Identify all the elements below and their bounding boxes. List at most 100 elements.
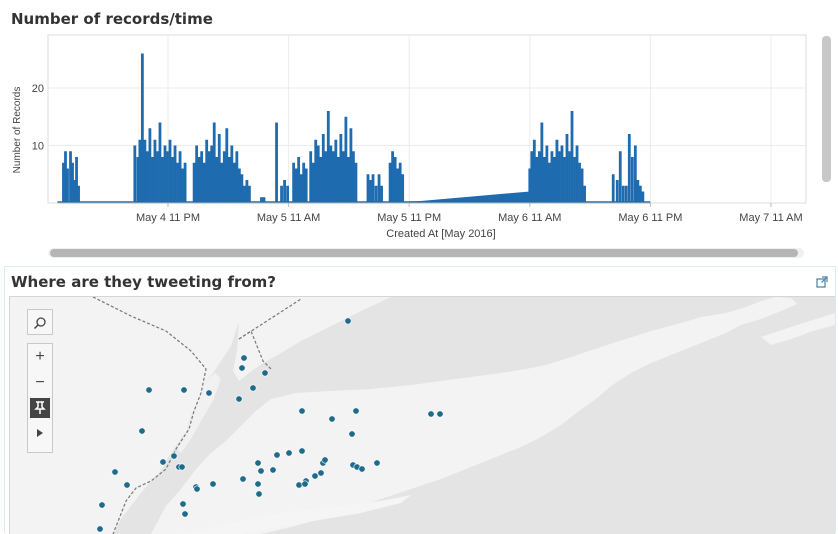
bar xyxy=(200,151,204,203)
bar xyxy=(286,185,289,203)
bar xyxy=(578,162,581,203)
map-location-dot[interactable] xyxy=(96,525,104,533)
map-location-dot[interactable] xyxy=(138,427,146,435)
map-location-dot[interactable] xyxy=(427,410,435,418)
map-location-dot[interactable] xyxy=(295,481,303,489)
map-location-dot[interactable] xyxy=(123,481,131,489)
map-location-dot[interactable] xyxy=(181,510,189,518)
map-location-dot[interactable] xyxy=(321,456,329,464)
zoom-out-icon[interactable]: − xyxy=(35,374,45,391)
map-location-dot[interactable] xyxy=(240,354,248,362)
pin-icon[interactable] xyxy=(30,398,50,418)
bar xyxy=(77,185,80,203)
bar xyxy=(560,145,564,203)
map-location-dot[interactable] xyxy=(238,364,246,372)
map-location-dot[interactable] xyxy=(254,480,262,488)
map-location-dot[interactable] xyxy=(180,386,188,394)
map-location-dot[interactable] xyxy=(311,472,319,480)
bar xyxy=(260,197,263,203)
vertical-scrollbar[interactable] xyxy=(822,36,831,182)
map-location-dot[interactable] xyxy=(170,452,178,460)
bar xyxy=(163,145,167,203)
y-tick-label: 10 xyxy=(32,141,44,153)
map-section xyxy=(4,266,836,533)
bar xyxy=(314,139,318,203)
map-location-dot[interactable] xyxy=(145,386,153,394)
bar xyxy=(550,151,554,203)
bar xyxy=(153,139,157,203)
bar xyxy=(352,151,355,203)
search-icon[interactable] xyxy=(28,310,52,336)
bar xyxy=(391,151,395,203)
play-icon[interactable] xyxy=(28,420,52,446)
bar xyxy=(575,145,579,203)
map-location-dot[interactable] xyxy=(436,410,444,418)
bar xyxy=(633,145,637,203)
bar xyxy=(321,134,325,203)
map-location-dot[interactable] xyxy=(261,369,269,377)
map-location-dot[interactable] xyxy=(373,459,381,467)
map-location-dot[interactable] xyxy=(249,384,257,392)
map-location-dot[interactable] xyxy=(317,469,325,477)
map-location-dot[interactable] xyxy=(273,451,281,459)
map-search-control[interactable] xyxy=(27,309,53,335)
horizontal-scrollbar-thumb[interactable] xyxy=(50,249,798,257)
chart-title: Number of records/time xyxy=(11,10,213,28)
bar xyxy=(618,151,622,203)
bar xyxy=(195,145,199,203)
map-location-dot[interactable] xyxy=(193,485,201,493)
map-location-dot[interactable] xyxy=(285,449,293,457)
bar xyxy=(299,174,303,203)
map-frame[interactable]: + − xyxy=(9,296,835,534)
bar xyxy=(627,134,631,203)
map-location-dot[interactable] xyxy=(269,466,277,474)
map-location-dot[interactable] xyxy=(179,500,187,508)
map-location-dot[interactable] xyxy=(111,468,119,476)
map-location-dot[interactable] xyxy=(298,407,306,415)
bar xyxy=(331,151,335,203)
map-location-dot[interactable] xyxy=(257,467,265,475)
bar xyxy=(64,151,67,203)
map-location-dot[interactable] xyxy=(358,465,366,473)
bar xyxy=(535,157,539,203)
bar xyxy=(346,157,350,203)
map-location-dot[interactable] xyxy=(205,389,213,397)
map-location-dot[interactable] xyxy=(178,463,186,471)
bar xyxy=(547,162,551,203)
bar xyxy=(401,174,405,203)
map-location-dot[interactable] xyxy=(239,475,247,483)
bar xyxy=(393,157,397,203)
map-location-dot[interactable] xyxy=(98,501,106,509)
bar xyxy=(210,145,214,203)
bar xyxy=(283,180,286,203)
external-link-icon[interactable] xyxy=(816,276,828,288)
bar xyxy=(207,151,211,203)
map-location-dot[interactable] xyxy=(235,395,243,403)
x-tick-label: May 4 11 PM xyxy=(136,212,200,224)
map-location-dot[interactable] xyxy=(301,480,309,488)
map-location-dot[interactable] xyxy=(328,415,336,423)
bar xyxy=(374,185,378,203)
bar xyxy=(220,162,224,203)
map-location-dot[interactable] xyxy=(344,317,352,325)
bar xyxy=(311,162,315,203)
bar xyxy=(215,157,219,203)
bar xyxy=(570,111,574,203)
records-time-chart: May 4 11 PM May 5 11 AM May 5 11 PM May 6 1… xyxy=(12,34,807,240)
long-beach-landmass xyxy=(181,495,411,534)
bar xyxy=(334,139,338,203)
map-zoom-control[interactable]: + − xyxy=(27,343,53,453)
map-location-dot[interactable] xyxy=(352,407,360,415)
bar xyxy=(388,162,392,203)
bar xyxy=(396,168,400,203)
zoom-in-icon[interactable]: + xyxy=(35,348,45,365)
map-location-dot[interactable] xyxy=(255,490,263,498)
bar xyxy=(611,174,615,203)
map-location-dot[interactable] xyxy=(209,480,217,488)
bar xyxy=(553,157,556,203)
map-location-dot[interactable] xyxy=(254,459,262,467)
map-location-dot[interactable] xyxy=(159,458,167,466)
map-location-dot[interactable] xyxy=(298,447,306,455)
long-island-map[interactable] xyxy=(10,297,835,534)
map-location-dot[interactable] xyxy=(348,430,356,438)
